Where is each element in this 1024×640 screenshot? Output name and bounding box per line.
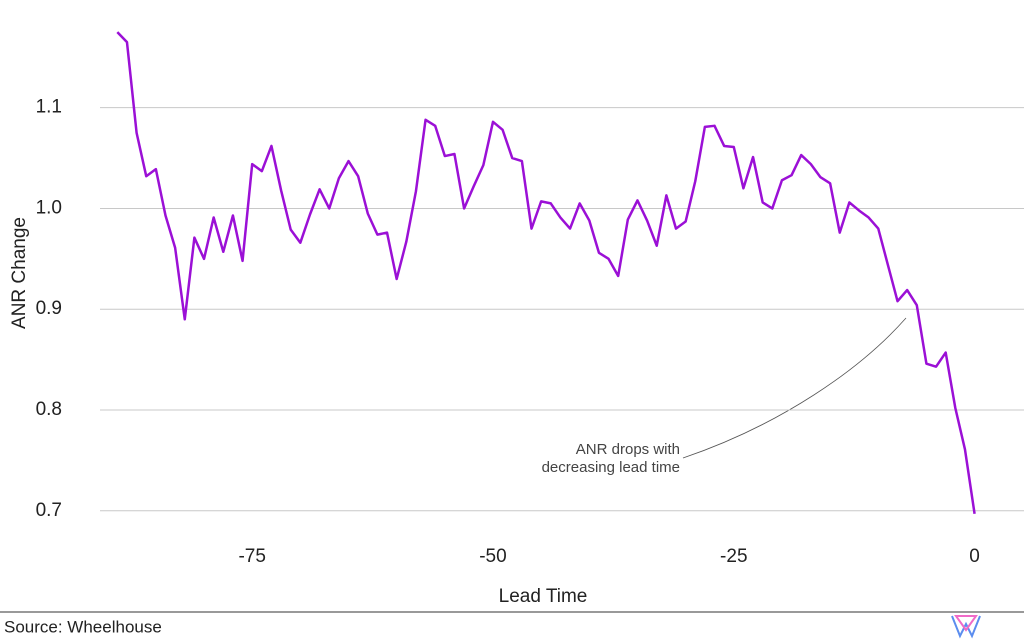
annotation-text: decreasing lead time (542, 459, 680, 476)
annotation-text: ANR drops with (576, 441, 680, 458)
y-axis-label: ANR Change (9, 217, 30, 329)
y-tick-label: 0.8 (36, 399, 62, 420)
x-tick-label: -25 (720, 546, 747, 567)
x-tick-label: -75 (238, 546, 265, 567)
y-tick-label: 0.7 (36, 500, 62, 521)
y-tick-label: 0.9 (36, 298, 62, 319)
y-tick-label: 1.1 (36, 97, 62, 118)
logo (951, 615, 981, 639)
x-axis-label: Lead Time (499, 586, 588, 607)
annotation-arrow (682, 317, 907, 459)
x-tick-label: 0 (969, 546, 980, 567)
x-tick-label: -50 (479, 546, 506, 567)
data-line (116, 31, 976, 514)
source: Source: Wheelhouse (4, 617, 162, 636)
y-tick-label: 1.0 (36, 197, 62, 218)
